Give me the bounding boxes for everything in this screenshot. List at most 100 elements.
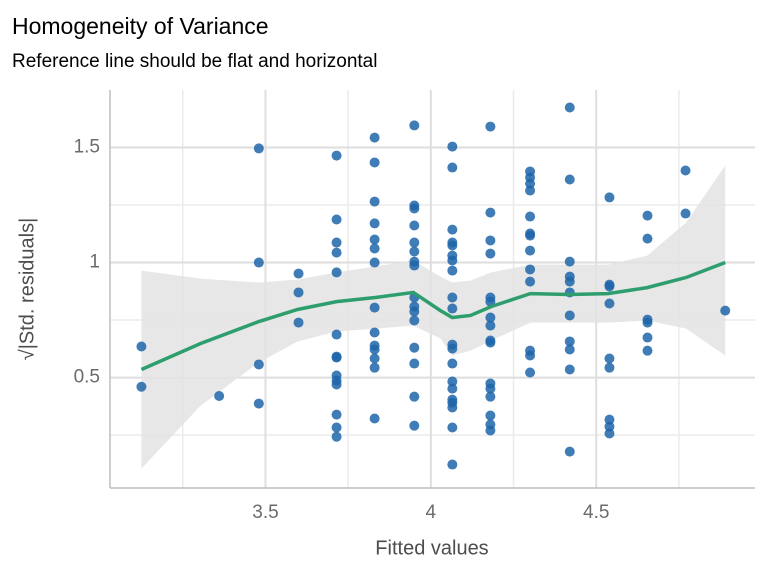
data-point xyxy=(409,220,420,231)
data-point xyxy=(485,207,496,218)
data-point xyxy=(369,196,380,207)
data-point xyxy=(604,281,615,292)
data-point xyxy=(525,350,536,361)
data-point xyxy=(369,243,380,254)
y-tick-label: 0.5 xyxy=(74,367,100,388)
data-point xyxy=(564,344,575,355)
y-tick-label: 1 xyxy=(89,252,100,273)
data-point xyxy=(293,268,304,279)
data-point xyxy=(564,174,575,185)
data-point xyxy=(564,310,575,321)
data-point xyxy=(447,459,458,470)
data-point xyxy=(485,320,496,331)
data-point xyxy=(525,245,536,256)
data-point xyxy=(331,247,342,258)
data-point xyxy=(369,327,380,338)
data-point xyxy=(409,358,420,369)
data-point xyxy=(447,292,458,303)
data-point xyxy=(447,402,458,413)
data-point xyxy=(447,303,458,314)
data-point xyxy=(564,446,575,457)
x-axis-title: Fitted values xyxy=(375,537,488,559)
data-point xyxy=(604,421,615,432)
data-point xyxy=(369,157,380,168)
data-point xyxy=(331,422,342,433)
data-point xyxy=(447,358,458,369)
smooth-line xyxy=(140,260,726,372)
data-point xyxy=(604,192,615,203)
data-point xyxy=(447,240,458,251)
data-point xyxy=(485,383,496,394)
data-point xyxy=(604,298,615,309)
data-point xyxy=(409,306,420,317)
data-point xyxy=(447,265,458,276)
y-tick-label: 1.5 xyxy=(74,137,100,158)
confidence-band xyxy=(141,165,726,469)
data-point xyxy=(525,367,536,378)
data-point xyxy=(564,256,575,267)
chart-title: Homogeneity of Variance xyxy=(12,13,269,39)
data-point xyxy=(331,267,342,278)
x-tick-label: 4 xyxy=(426,502,437,523)
data-point xyxy=(485,121,496,132)
data-point xyxy=(604,353,615,364)
data-point xyxy=(253,359,264,370)
data-point xyxy=(447,376,458,387)
data-point xyxy=(331,431,342,442)
data-point xyxy=(253,257,264,268)
data-point xyxy=(525,264,536,275)
data-point xyxy=(447,343,458,354)
data-point xyxy=(369,257,380,268)
data-point xyxy=(447,255,458,266)
data-point xyxy=(331,237,342,248)
data-point xyxy=(720,305,731,316)
data-point xyxy=(331,352,342,363)
data-point xyxy=(564,276,575,287)
data-point xyxy=(642,210,653,221)
data-point xyxy=(409,391,420,402)
data-point xyxy=(525,276,536,287)
data-point xyxy=(369,234,380,245)
x-tick-label: 3.5 xyxy=(252,502,278,523)
data-point xyxy=(642,345,653,356)
data-point xyxy=(409,246,420,257)
data-point xyxy=(253,143,264,154)
data-point xyxy=(253,398,264,409)
data-point xyxy=(369,362,380,373)
data-point xyxy=(409,420,420,431)
data-point xyxy=(447,141,458,152)
data-point xyxy=(485,235,496,246)
data-point xyxy=(642,332,653,343)
data-point xyxy=(680,165,691,176)
data-point xyxy=(369,132,380,143)
data-point xyxy=(369,344,380,355)
data-point xyxy=(331,329,342,340)
data-point xyxy=(331,409,342,420)
data-point xyxy=(485,391,496,402)
data-point xyxy=(409,237,420,248)
data-point xyxy=(214,390,225,401)
data-point xyxy=(447,162,458,173)
data-point xyxy=(447,383,458,394)
data-point xyxy=(680,208,691,219)
data-point xyxy=(293,287,304,298)
data-point xyxy=(331,214,342,225)
chart-subtitle: Reference line should be flat and horizo… xyxy=(12,51,377,72)
data-point xyxy=(564,336,575,347)
data-point xyxy=(485,248,496,259)
data-point xyxy=(409,315,420,326)
data-point xyxy=(293,317,304,328)
data-point xyxy=(409,342,420,353)
data-point xyxy=(485,312,496,323)
data-point xyxy=(447,224,458,235)
data-point xyxy=(136,341,147,352)
data-point xyxy=(409,260,420,271)
data-point xyxy=(409,203,420,214)
data-point xyxy=(485,337,496,348)
x-tick-label: 4.5 xyxy=(583,502,609,523)
data-point xyxy=(369,218,380,229)
data-point xyxy=(369,302,380,313)
data-point xyxy=(564,364,575,375)
